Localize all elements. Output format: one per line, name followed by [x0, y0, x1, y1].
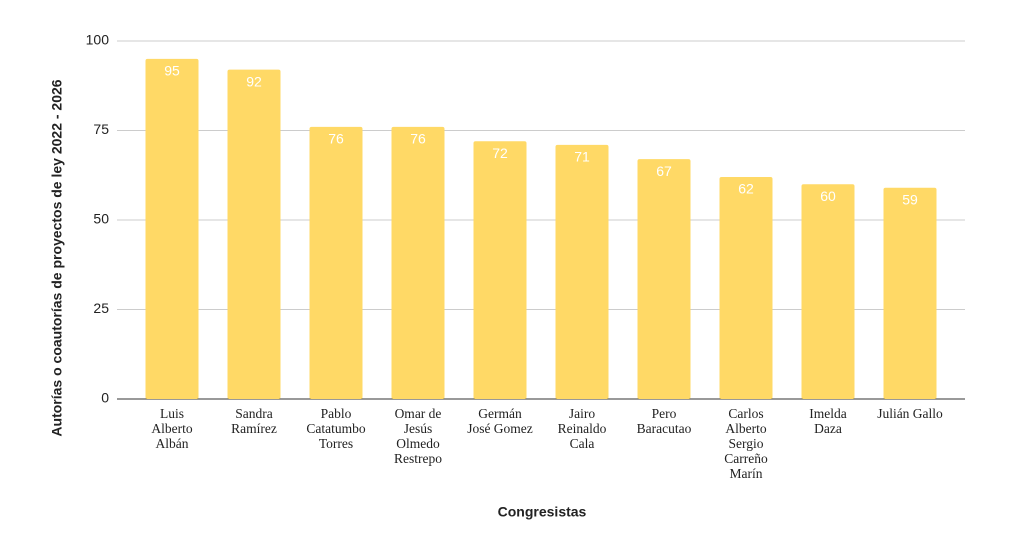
value-label: 92: [246, 73, 262, 89]
value-label: 59: [902, 191, 918, 207]
x-tick-label: Julián Gallo: [877, 406, 943, 421]
value-label: 62: [738, 181, 754, 197]
x-tick-label: Sandra Ramírez: [231, 406, 277, 436]
y-tick-label: 50: [93, 211, 109, 227]
bar: [719, 177, 773, 399]
value-label: 72: [492, 145, 508, 161]
bar: [473, 141, 527, 400]
x-tick-label: Pero Baracutao: [636, 406, 692, 436]
bar: [637, 159, 691, 399]
x-tick-label: Germán José Gomez: [467, 406, 533, 436]
y-tick-label: 100: [86, 32, 110, 48]
value-label: 67: [656, 163, 672, 179]
bar: [801, 184, 855, 399]
bar: [883, 187, 937, 399]
value-label: 95: [164, 63, 180, 79]
value-label: 76: [328, 131, 344, 147]
bar: [145, 58, 199, 400]
x-tick-label: Imelda Daza: [809, 406, 847, 436]
x-tick-label: Carlos Alberto Sergio Carreño Marín: [724, 406, 768, 481]
y-tick-label: 0: [101, 390, 109, 406]
bar: [391, 126, 445, 400]
y-axis-title: Autorías o coautorías de proyectos de le…: [49, 79, 65, 436]
value-label: 76: [410, 131, 426, 147]
y-tick-label: 25: [93, 300, 109, 316]
y-tick-label: 75: [93, 121, 109, 137]
value-label: 60: [820, 188, 836, 204]
x-tick-label: Jairo Reinaldo Cala: [557, 406, 607, 451]
bar: [555, 144, 609, 399]
value-label: 71: [574, 149, 590, 165]
x-tick-label: Luis Alberto Albán: [151, 406, 193, 451]
bar: [227, 69, 281, 399]
x-tick-label: Omar de Jesús Olmedo Restrepo: [394, 406, 442, 466]
x-tick-label: Pablo Catatumbo Torres: [306, 406, 366, 451]
bar: [309, 126, 363, 400]
x-axis-title: Congresistas: [498, 504, 587, 520]
